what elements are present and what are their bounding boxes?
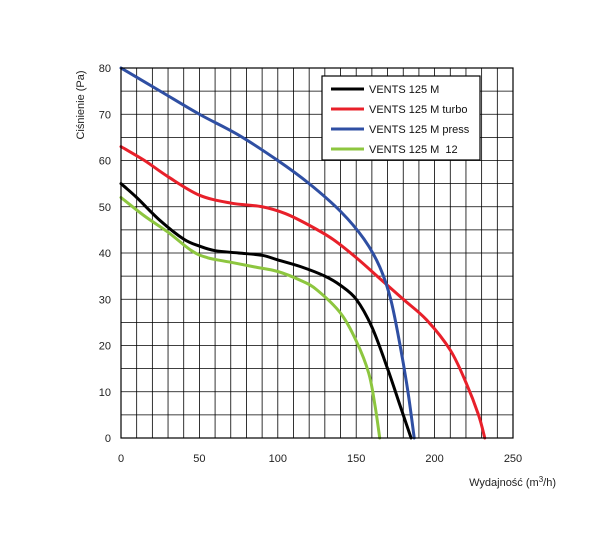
series-line-vents-125-m-press xyxy=(119,66,416,440)
plot-frame xyxy=(120,67,514,439)
x-tick-label: 0 xyxy=(118,453,124,465)
x-tick-label: 200 xyxy=(425,453,443,465)
y-tick-label: 30 xyxy=(99,294,111,306)
x-axis-title: Wydajność (m3/h) xyxy=(469,475,556,489)
y-tick-label: 0 xyxy=(105,433,111,445)
x-tick-label: 250 xyxy=(504,453,522,465)
legend-label-vents-125-m-12: VENTS 125 M 12 xyxy=(369,144,458,156)
legend-label-vents-125-m-press: VENTS 125 M press xyxy=(369,124,470,136)
performance-curves xyxy=(119,66,487,440)
y-tick-label: 10 xyxy=(99,387,111,399)
legend-label-vents-125-m-turbo: VENTS 125 M turbo xyxy=(369,104,467,116)
y-tick-label: 70 xyxy=(99,109,111,121)
y-tick-label: 40 xyxy=(99,248,111,260)
series-line-vents-125-m-12 xyxy=(119,196,382,440)
y-tick-label: 20 xyxy=(99,341,111,353)
series-line-vents-125-m-turbo xyxy=(119,145,487,440)
series-line-vents-125-m xyxy=(119,182,413,440)
x-tick-label: 150 xyxy=(347,453,365,465)
y-tick-label: 80 xyxy=(99,63,111,75)
y-tick-labels: 0 10 20 30 40 50 60 70 80 xyxy=(99,63,111,445)
y-tick-label: 50 xyxy=(99,202,111,214)
x-tick-label: 100 xyxy=(269,453,287,465)
x-tick-label: 50 xyxy=(193,453,205,465)
legend: VENTS 125 M VENTS 125 M turbo VENTS 125 M … xyxy=(321,75,481,161)
y-tick-label: 60 xyxy=(99,156,111,168)
y-axis-title: Ciśnienie (Pa) xyxy=(75,70,87,139)
legend-label-vents-125-m: VENTS 125 M xyxy=(369,84,439,96)
x-tick-labels: 0 50 100 150 200 250 xyxy=(118,453,522,465)
